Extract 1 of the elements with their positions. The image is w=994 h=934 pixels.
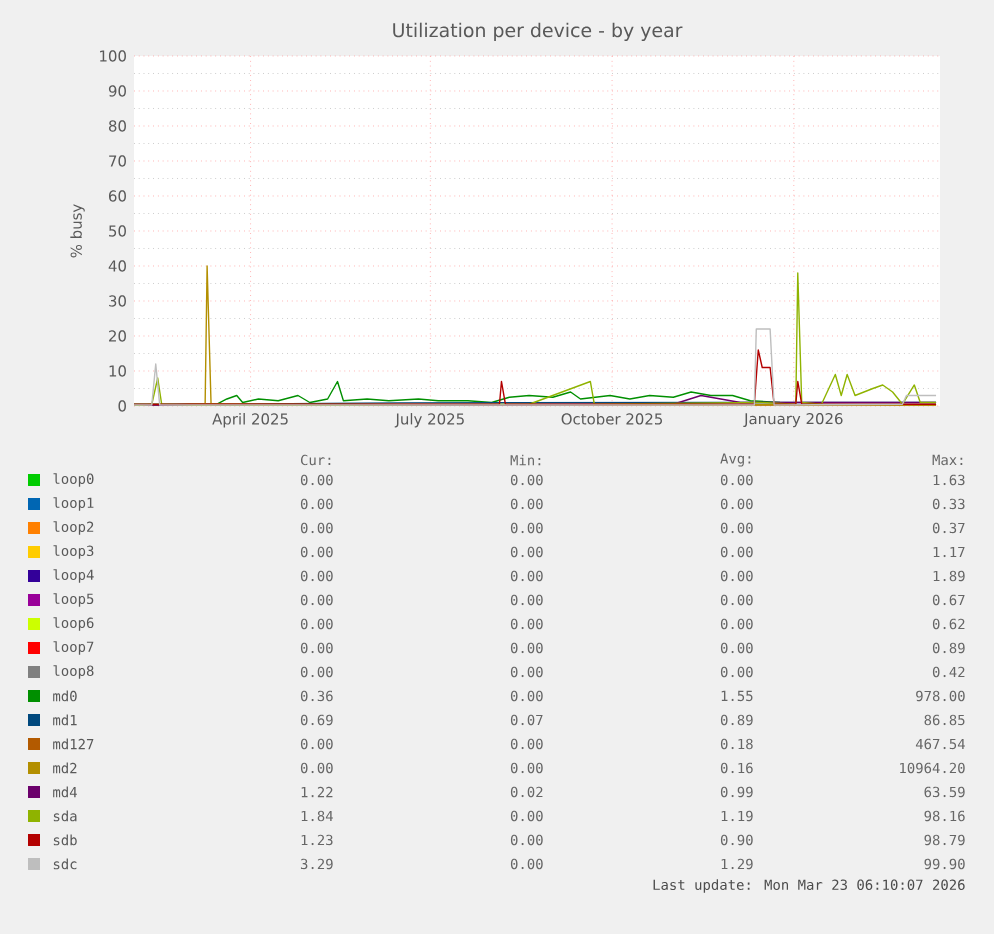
- chart-title: Utilization per device - by year: [393, 22, 683, 41]
